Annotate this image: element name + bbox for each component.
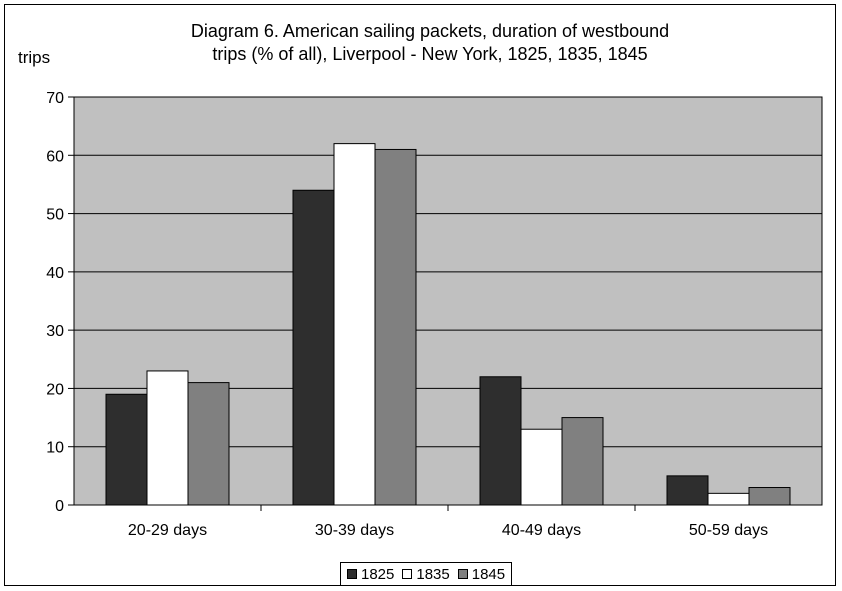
bar-1835-40-49-days — [520, 428, 563, 506]
legend-swatch — [347, 569, 357, 579]
bar-1845-20-29-days — [187, 382, 230, 506]
legend-swatch — [402, 569, 413, 579]
y-tick-label: 40 — [46, 265, 64, 282]
x-tick-label: 30-39 days — [315, 522, 394, 539]
y-tick-label: 70 — [46, 90, 64, 107]
chart-title: Diagram 6. American sailing packets, dur… — [130, 20, 730, 66]
bar-1835-20-29-days — [146, 370, 189, 506]
bar-1845-30-39-days — [374, 148, 417, 506]
y-tick-label: 20 — [46, 381, 64, 398]
bar-1825-40-49-days — [479, 376, 522, 506]
y-axis-label: trips — [18, 48, 51, 67]
legend-item-1835: 1835 — [402, 565, 450, 583]
y-tick-label: 60 — [46, 148, 64, 165]
bar-1825-50-59-days — [666, 475, 709, 506]
legend-label: 1825 — [361, 565, 395, 583]
x-tick-label: 40-49 days — [502, 522, 581, 539]
y-tick-label: 0 — [55, 498, 64, 515]
legend-label: 1835 — [416, 565, 450, 583]
legend-item-1825: 1825 — [347, 566, 394, 583]
y-tick-label: 10 — [46, 440, 64, 457]
bar-1825-20-29-days — [105, 393, 148, 506]
legend: 1825 1835 1845 — [340, 562, 513, 586]
chart-title-line-2: trips (% of all), Liverpool - New York, … — [212, 44, 648, 64]
legend-label: 1845 — [471, 565, 506, 583]
legend-item-1845: 1845 — [457, 565, 506, 583]
bar-1825-30-39-days — [292, 189, 335, 506]
bar-1845-50-59-days — [748, 487, 791, 506]
bar-1845-40-49-days — [561, 417, 604, 506]
chart-title-line-1: Diagram 6. American sailing packets, dur… — [190, 21, 670, 41]
bar-1835-30-39-days — [333, 143, 376, 506]
y-tick-label: 30 — [46, 323, 64, 340]
y-tick-label: 50 — [46, 207, 64, 224]
x-tick-label: 20-29 days — [128, 522, 207, 539]
x-tick-label: 50-59 days — [689, 522, 768, 539]
bar-1835-50-59-days — [707, 492, 750, 506]
legend-swatch — [457, 569, 468, 579]
